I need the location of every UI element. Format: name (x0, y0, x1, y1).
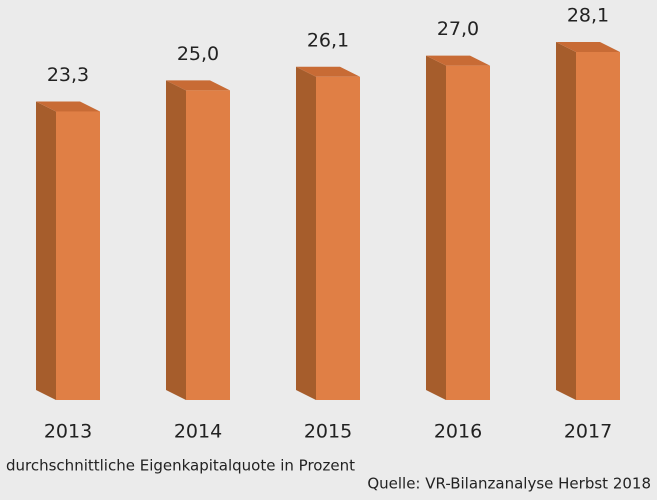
x-tick-label: 2013 (44, 421, 92, 443)
source: Quelle: VR-Bilanzanalyse Herbst 2018 (367, 475, 651, 493)
bar-side (296, 66, 316, 401)
bar-top (556, 42, 620, 52)
bar-side (426, 55, 446, 401)
x-tick-label: 2015 (304, 421, 352, 443)
x-tick-label: 2014 (174, 421, 222, 443)
x-tick-label: 2016 (434, 421, 482, 443)
bar-top (426, 55, 490, 66)
x-tick-label: 2017 (564, 421, 612, 443)
bar-top (296, 66, 360, 77)
value-label: 26,1 (307, 29, 349, 51)
caption: durchschnittliche Eigenkapitalquote in P… (6, 457, 355, 475)
bar-side (556, 42, 576, 400)
bar-top (166, 80, 230, 91)
bar (446, 65, 490, 400)
value-label: 28,1 (567, 5, 609, 27)
bar (316, 76, 360, 401)
value-label: 27,0 (437, 18, 479, 40)
bar (56, 111, 100, 401)
bar-side (36, 101, 56, 401)
bar-top (36, 101, 100, 112)
value-label: 23,3 (47, 64, 89, 86)
bar (186, 90, 230, 401)
bar-side (166, 80, 186, 401)
bar (576, 52, 620, 400)
value-label: 25,0 (177, 43, 219, 65)
